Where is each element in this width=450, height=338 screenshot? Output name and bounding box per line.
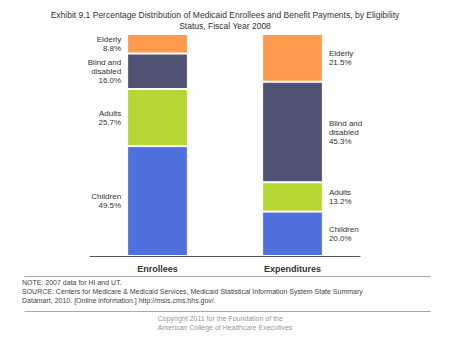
svg-text:21.5%: 21.5% <box>329 58 352 67</box>
svg-text:Datamart, 2010. [Online inform: Datamart, 2010. [Online information.] ht… <box>22 297 216 305</box>
svg-text:Adults: Adults <box>329 188 351 197</box>
svg-text:Exhibit 9.1 Percentage Distrib: Exhibit 9.1 Percentage Distribution of M… <box>51 10 400 20</box>
svg-text:Enrollees: Enrollees <box>137 264 178 274</box>
svg-text:45.3%: 45.3% <box>329 137 352 146</box>
svg-text:Copyright 2011 for the Foundat: Copyright 2011 for the Foundation of the <box>158 315 283 323</box>
svg-text:13.2%: 13.2% <box>329 197 352 206</box>
svg-text:Status, Fiscal Year 2008: Status, Fiscal Year 2008 <box>179 21 271 31</box>
svg-text:20.0%: 20.0% <box>329 234 352 243</box>
svg-text:Expenditures: Expenditures <box>264 264 321 274</box>
svg-text:Children: Children <box>91 192 121 201</box>
svg-text:Elderly: Elderly <box>97 35 121 44</box>
svg-text:8.8%: 8.8% <box>103 44 121 53</box>
svg-text:disabled: disabled <box>329 128 359 137</box>
svg-text:disabled: disabled <box>91 67 121 76</box>
svg-text:49.5%: 49.5% <box>98 201 121 210</box>
svg-text:Blind and: Blind and <box>88 58 121 67</box>
svg-text:American College of Healthcare: American College of Healthcare Executive… <box>158 324 293 332</box>
svg-text:Blind and: Blind and <box>329 119 362 128</box>
svg-text:Elderly: Elderly <box>329 49 353 58</box>
svg-text:16.0%: 16.0% <box>98 76 121 85</box>
svg-text:SOURCE: Centers for Medicare &: SOURCE: Centers for Medicare & Medicaid … <box>22 288 363 296</box>
svg-text:NOTE: 2007 data for HI and UT.: NOTE: 2007 data for HI and UT. <box>22 279 122 286</box>
svg-text:Children: Children <box>329 225 359 234</box>
svg-text:25.7%: 25.7% <box>98 118 121 127</box>
svg-text:Adults: Adults <box>99 109 121 118</box>
